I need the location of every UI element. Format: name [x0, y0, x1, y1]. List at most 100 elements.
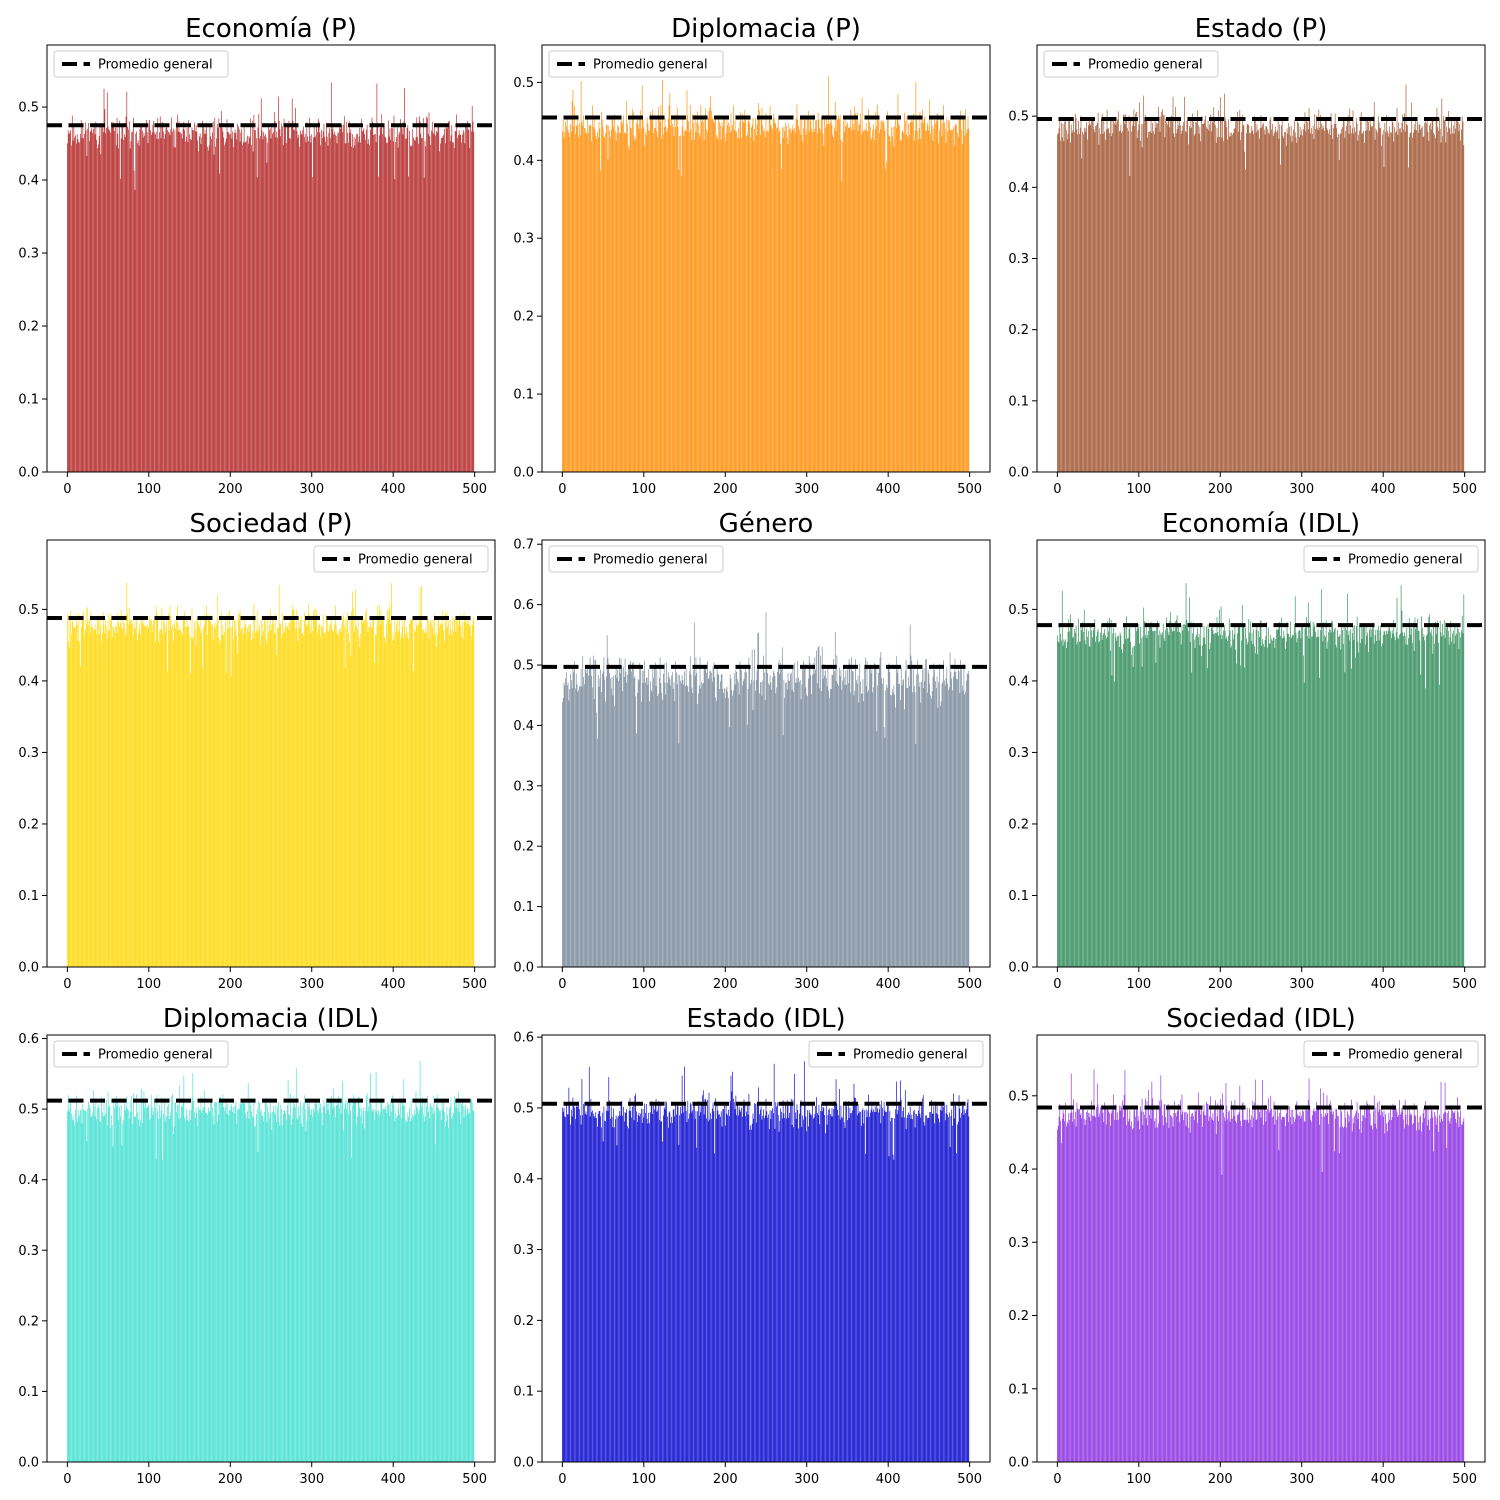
bar [1158, 107, 1159, 472]
bar [848, 1118, 850, 1462]
bar [589, 124, 591, 472]
bar [842, 141, 843, 472]
bar [1311, 636, 1313, 967]
bar [91, 127, 93, 473]
bar [807, 696, 808, 967]
bar [706, 672, 707, 967]
bar [111, 123, 113, 473]
bar [94, 134, 96, 473]
bar [935, 124, 936, 472]
bar [1160, 632, 1162, 967]
bar [244, 1103, 246, 1462]
bar [744, 109, 746, 472]
bar [609, 130, 610, 472]
bar [1297, 638, 1298, 967]
bar [1119, 1110, 1121, 1462]
bar [1162, 115, 1164, 472]
bar [1059, 623, 1061, 967]
bar [1232, 134, 1233, 472]
bar [684, 671, 685, 967]
bar [949, 1146, 951, 1462]
bar [240, 132, 242, 472]
bar [1061, 590, 1063, 967]
bar [808, 655, 810, 967]
bar [1438, 642, 1439, 967]
bar [893, 1159, 895, 1462]
bar [1414, 129, 1416, 473]
bar [1261, 645, 1263, 967]
bar [1317, 1105, 1319, 1462]
bar [209, 614, 211, 967]
bar [795, 132, 796, 472]
bar [1172, 631, 1174, 967]
bar [1324, 1116, 1325, 1462]
bar [374, 134, 375, 472]
bar [455, 1107, 457, 1462]
bar [878, 668, 880, 967]
bar [749, 664, 751, 967]
bar [130, 141, 132, 472]
bar [168, 613, 169, 967]
bar [252, 151, 254, 472]
bar [1268, 1112, 1270, 1462]
bar [790, 673, 791, 967]
bar [315, 1103, 317, 1462]
bar [1073, 636, 1074, 967]
bar [452, 616, 453, 967]
bar [1259, 1108, 1261, 1462]
bar [471, 636, 472, 967]
bar [799, 129, 800, 473]
bar [1100, 1107, 1101, 1462]
bar [1419, 640, 1421, 967]
bar [1098, 144, 1100, 472]
bar [189, 1109, 190, 1462]
bar [1399, 128, 1400, 473]
bar [830, 121, 831, 472]
bar [1395, 132, 1396, 472]
bar [80, 120, 82, 472]
bar [274, 121, 276, 472]
bar [562, 1111, 564, 1462]
x-tick-label: 400 [1371, 977, 1396, 992]
bar [1079, 1114, 1081, 1462]
bar [167, 670, 168, 967]
bar [618, 1115, 619, 1462]
bar [746, 134, 748, 472]
bar [1131, 1129, 1133, 1462]
bar [303, 1102, 304, 1462]
bar [957, 679, 958, 967]
bar [811, 128, 812, 472]
bar [466, 1114, 467, 1462]
bar [859, 123, 860, 473]
bar [823, 146, 825, 472]
bar [832, 1116, 834, 1462]
bar [156, 612, 158, 967]
bar [1126, 616, 1127, 967]
bar [1148, 131, 1149, 472]
bar [343, 1109, 345, 1462]
bar [181, 133, 182, 472]
bar [1434, 138, 1436, 472]
bar [1393, 1108, 1395, 1462]
bar [1340, 649, 1342, 967]
bar [1432, 116, 1434, 473]
bar [1399, 1099, 1400, 1462]
bar [875, 668, 877, 967]
bar [839, 676, 841, 967]
bar [1116, 121, 1118, 472]
bar [102, 132, 104, 472]
bar [799, 1113, 800, 1462]
bar [100, 625, 102, 967]
bar [1218, 635, 1219, 967]
bar [1330, 632, 1332, 967]
bar [1360, 625, 1362, 967]
bar [295, 628, 296, 967]
bar [1146, 1101, 1148, 1462]
bar [581, 1078, 583, 1462]
bar [910, 655, 912, 967]
bar [777, 663, 779, 967]
bar [1138, 623, 1140, 967]
bar [880, 1123, 882, 1462]
bar [92, 1112, 93, 1462]
bar [1386, 1131, 1388, 1462]
